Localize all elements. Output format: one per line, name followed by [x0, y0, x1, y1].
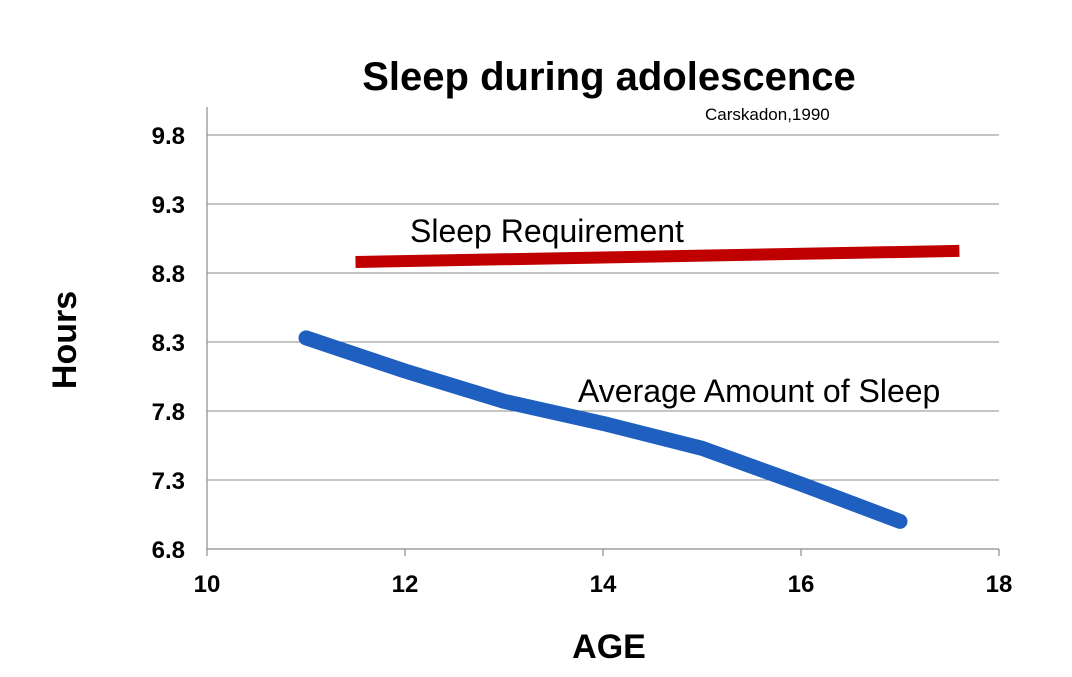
x-tick-label: 12 — [392, 571, 419, 598]
y-tick-label: 6.8 — [152, 537, 185, 564]
axes — [206, 107, 1000, 556]
x-tick-labels: 10 12 14 16 18 — [194, 571, 1013, 598]
series-line — [298, 330, 908, 529]
x-axis-title: AGE — [572, 628, 646, 666]
y-tick-label: 9.8 — [152, 123, 185, 150]
sleep-requirement-label: Sleep Requirement — [410, 213, 684, 249]
x-tick-label: 16 — [788, 571, 815, 598]
series-labels: Sleep Requirement Average Amount of Sleep — [410, 213, 940, 409]
average-sleep-label: Average Amount of Sleep — [578, 373, 940, 409]
x-tick-label: 18 — [986, 571, 1013, 598]
y-tick-label: 9.3 — [152, 192, 185, 219]
y-tick-labels: 6.8 7.3 7.8 8.3 8.8 9.3 9.8 — [152, 123, 185, 564]
x-tick-label: 14 — [590, 571, 617, 598]
y-axis-title: Hours — [46, 291, 84, 389]
x-tick-label: 10 — [194, 571, 221, 598]
series-line — [355, 244, 960, 268]
chart-title: Sleep during adolescence — [362, 55, 856, 99]
y-tick-label: 7.3 — [152, 468, 185, 495]
y-tick-label: 8.8 — [152, 261, 185, 288]
y-tick-label: 7.8 — [152, 399, 185, 426]
chart-subtitle: Carskadon,1990 — [705, 105, 830, 124]
series-lines — [298, 244, 960, 529]
y-tick-label: 8.3 — [152, 330, 185, 357]
